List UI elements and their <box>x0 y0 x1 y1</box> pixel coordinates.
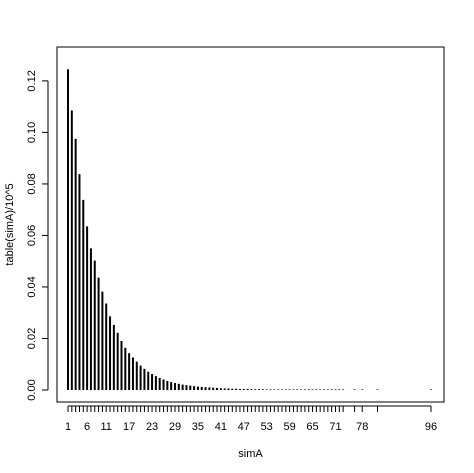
y-tick-label: 0.06 <box>26 225 38 246</box>
x-tick-label: 6 <box>84 421 90 433</box>
x-tick-label: 11 <box>100 421 111 433</box>
x-tick-label: 1 <box>65 421 71 433</box>
x-tick-label: 59 <box>283 421 295 433</box>
x-tick-label: 96 <box>425 421 437 433</box>
x-tick-label: 17 <box>123 421 135 433</box>
x-tick-label: 41 <box>215 421 227 433</box>
y-tick-label: 0.12 <box>26 70 38 91</box>
y-tick-label: 0.08 <box>26 173 38 194</box>
x-tick-label: 78 <box>356 421 368 433</box>
x-axis: 1 6 11 17 23 29 35 41 47 53 59 65 71 78 96 <box>65 405 437 433</box>
x-tick-label: 35 <box>192 421 204 433</box>
y-axis-label: table(simA)/10^5 <box>4 183 16 265</box>
x-axis-label: simA <box>238 448 263 460</box>
y-tick-label: 0.10 <box>26 122 38 143</box>
x-tick-label: 71 <box>329 421 341 433</box>
x-tick-label: 47 <box>238 421 250 433</box>
x-tick-label: 65 <box>306 421 318 433</box>
y-tick-label: 0.02 <box>26 328 38 349</box>
plot-frame <box>56 46 445 403</box>
x-tick-label: 23 <box>146 421 158 433</box>
y-tick-label: 0.00 <box>26 379 38 400</box>
bar-series <box>67 69 432 390</box>
x-tick-label: 29 <box>169 421 181 433</box>
y-axis: 0.00 0.02 0.04 0.06 0.08 0.10 0.12 <box>26 70 49 401</box>
x-tick-label: 53 <box>261 421 273 433</box>
y-tick-label: 0.04 <box>26 276 38 297</box>
